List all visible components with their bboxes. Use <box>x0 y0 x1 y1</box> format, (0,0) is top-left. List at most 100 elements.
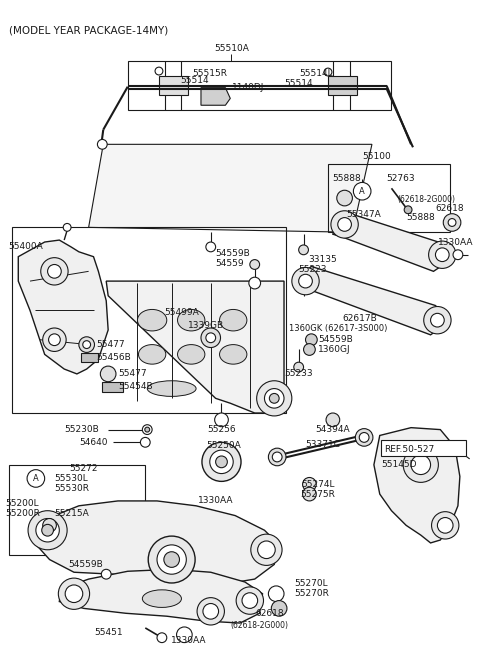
Circle shape <box>269 394 279 403</box>
Circle shape <box>206 333 216 342</box>
Text: 53371C: 53371C <box>306 440 341 449</box>
Circle shape <box>443 214 461 232</box>
Text: 1339GB: 1339GB <box>188 321 224 329</box>
Ellipse shape <box>178 344 205 364</box>
Circle shape <box>264 388 284 408</box>
Ellipse shape <box>143 590 181 607</box>
Circle shape <box>353 182 371 200</box>
Circle shape <box>453 250 463 260</box>
Polygon shape <box>201 88 230 105</box>
Polygon shape <box>296 266 445 335</box>
Circle shape <box>157 633 167 643</box>
Circle shape <box>431 314 444 327</box>
Text: 1360GK (62617-3S000): 1360GK (62617-3S000) <box>289 323 387 333</box>
Circle shape <box>28 510 67 550</box>
Text: 55456B: 55456B <box>96 353 131 362</box>
Circle shape <box>435 248 449 262</box>
Circle shape <box>148 536 195 583</box>
Text: 55200R: 55200R <box>6 509 40 518</box>
Circle shape <box>250 260 260 270</box>
Text: 55270L: 55270L <box>294 579 327 588</box>
Circle shape <box>41 258 68 285</box>
Circle shape <box>448 218 456 226</box>
Text: 55499A: 55499A <box>164 308 199 317</box>
Circle shape <box>143 424 152 434</box>
Polygon shape <box>102 382 123 392</box>
Circle shape <box>42 524 53 536</box>
Circle shape <box>145 427 150 432</box>
Text: 54640: 54640 <box>79 438 108 447</box>
Circle shape <box>294 362 303 372</box>
Polygon shape <box>81 354 98 362</box>
Circle shape <box>48 264 61 278</box>
Text: 55888: 55888 <box>406 213 435 222</box>
Text: A: A <box>360 187 365 195</box>
Circle shape <box>251 534 282 565</box>
Circle shape <box>164 552 180 567</box>
Circle shape <box>48 334 60 346</box>
Ellipse shape <box>138 344 166 364</box>
Circle shape <box>326 413 340 426</box>
Circle shape <box>258 541 275 558</box>
Text: 55230B: 55230B <box>64 425 99 434</box>
Circle shape <box>202 442 241 482</box>
Circle shape <box>155 67 163 75</box>
Text: 55400A: 55400A <box>9 243 43 251</box>
Polygon shape <box>89 144 372 232</box>
Circle shape <box>404 206 412 214</box>
Text: 55274L: 55274L <box>301 480 335 489</box>
Ellipse shape <box>147 380 196 396</box>
Circle shape <box>210 450 233 474</box>
Text: REF.50-527: REF.50-527 <box>384 445 434 454</box>
Circle shape <box>338 218 351 232</box>
Circle shape <box>43 328 66 352</box>
Text: 1140DJ: 1140DJ <box>232 83 264 92</box>
Text: A: A <box>33 474 39 483</box>
Circle shape <box>292 268 319 295</box>
Circle shape <box>63 224 71 232</box>
Circle shape <box>299 245 309 255</box>
Text: 55215A: 55215A <box>54 509 89 518</box>
Text: 54559B: 54559B <box>216 249 251 258</box>
Circle shape <box>201 328 220 348</box>
Circle shape <box>257 380 292 416</box>
FancyBboxPatch shape <box>381 440 466 456</box>
Text: 55454B: 55454B <box>118 382 153 391</box>
Circle shape <box>43 518 56 532</box>
Circle shape <box>305 334 317 346</box>
Text: 55530R: 55530R <box>54 483 89 493</box>
Circle shape <box>432 512 459 539</box>
Ellipse shape <box>219 344 247 364</box>
Polygon shape <box>106 281 284 413</box>
Circle shape <box>141 438 150 447</box>
Text: 62618: 62618 <box>255 609 284 618</box>
Circle shape <box>302 478 316 491</box>
Text: 55223: 55223 <box>299 265 327 274</box>
Circle shape <box>429 241 456 268</box>
Text: 55477: 55477 <box>96 340 125 349</box>
Text: 55275R: 55275R <box>301 489 336 499</box>
Text: 62617B: 62617B <box>343 314 377 323</box>
Circle shape <box>303 344 315 356</box>
Circle shape <box>203 604 218 619</box>
Text: 55233: 55233 <box>284 369 313 379</box>
Text: 55477: 55477 <box>118 369 146 379</box>
Text: (62618-2G000): (62618-2G000) <box>230 621 288 630</box>
Circle shape <box>242 593 258 608</box>
Polygon shape <box>159 76 188 96</box>
Text: 55888: 55888 <box>332 174 361 183</box>
Text: 55250A: 55250A <box>206 441 241 450</box>
Circle shape <box>268 448 286 466</box>
Circle shape <box>271 601 287 616</box>
Text: 55530L: 55530L <box>54 474 88 483</box>
Circle shape <box>97 140 107 149</box>
Text: 55100: 55100 <box>362 152 391 161</box>
Ellipse shape <box>178 310 205 331</box>
Circle shape <box>101 569 111 579</box>
Text: 55270R: 55270R <box>294 589 329 598</box>
Text: 55514: 55514 <box>284 79 312 89</box>
Circle shape <box>299 274 312 288</box>
Circle shape <box>424 306 451 334</box>
Text: 55272: 55272 <box>69 464 97 473</box>
Circle shape <box>236 587 264 614</box>
